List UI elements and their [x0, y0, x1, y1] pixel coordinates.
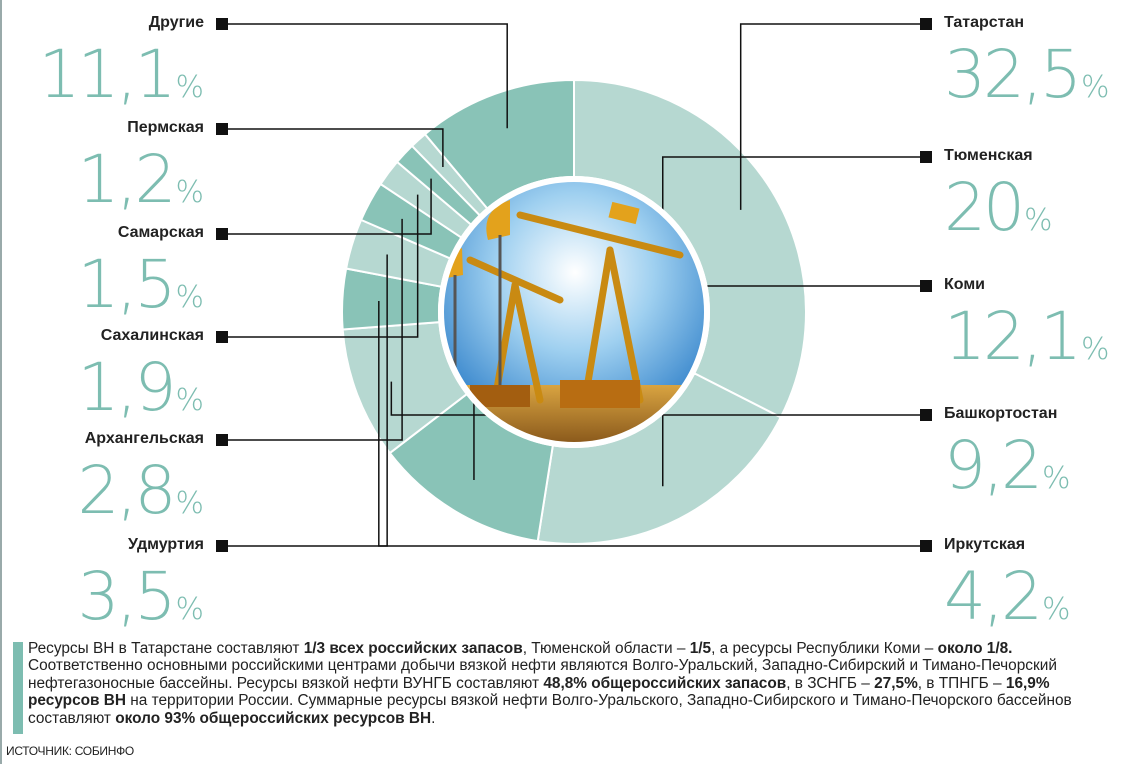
- legend-marker: [216, 434, 228, 446]
- slice-name-label: Сахалинская: [100, 327, 204, 344]
- slice-name-label: Коми: [944, 276, 985, 293]
- legend-marker: [216, 331, 228, 343]
- slice-value-label: 1,9%: [77, 349, 204, 426]
- leader-line: [228, 23, 508, 129]
- description-text: Ресурсы ВН в Татарстане составляют 1/3 в…: [28, 640, 1118, 727]
- legend-marker: [920, 18, 932, 30]
- leader-line: [228, 128, 444, 167]
- slice-name-label: Иркутская: [944, 536, 1026, 553]
- note-fragment: Ресурсы ВН в Татарстане составляют: [28, 640, 304, 657]
- left-border: [0, 0, 2, 764]
- leader-line: [228, 254, 388, 547]
- slice-name-label: Другие: [148, 14, 204, 31]
- note-accent-bar: [13, 642, 23, 734]
- note-fragment: около 1/8.: [937, 640, 1013, 657]
- legend-marker: [920, 540, 932, 552]
- note-fragment: , Тюменской области –: [522, 640, 690, 657]
- leader-line: [739, 23, 920, 210]
- slice-name-label: Самарская: [117, 224, 204, 241]
- slice-value-label: 1,5%: [77, 246, 204, 323]
- note-fragment: 48,8% общероссийских запасов: [543, 674, 787, 692]
- slice-value-label: 3,5%: [77, 558, 204, 635]
- slice-name-label: Тюменская: [944, 147, 1033, 164]
- slice-name-label: Пермская: [127, 119, 204, 136]
- slice-name-label: Татарстан: [944, 14, 1025, 31]
- legend-marker: [920, 280, 932, 292]
- legend-marker: [920, 151, 932, 163]
- legend-marker: [216, 540, 228, 552]
- legend-marker: [216, 18, 228, 30]
- slice-value-label: 4,2%: [944, 558, 1071, 635]
- slice-name-label: Архангельская: [84, 430, 204, 447]
- note-fragment: 16,9% ресурсов ВН: [28, 674, 1050, 710]
- slice-value-label: 12,1%: [944, 298, 1110, 375]
- slice-value-label: 2,8%: [77, 452, 204, 529]
- slice-value-label: 11,1%: [38, 36, 204, 113]
- donut-chart: [216, 18, 932, 552]
- note-fragment: , а ресурсы Республики Коми –: [711, 640, 938, 657]
- slice-name-label: Башкортостан: [944, 405, 1058, 422]
- leader-line: [228, 194, 419, 338]
- oil-pumps-photo: [441, 179, 707, 445]
- slice-value-label: 32,5%: [944, 36, 1110, 113]
- note-fragment: , в ЗСНГБ –: [786, 674, 875, 692]
- note-fragment: 1/5: [689, 640, 712, 657]
- leader-line: [390, 381, 920, 416]
- leader-line: [228, 218, 403, 441]
- note-fragment: на территории России. Суммарные ресурсы …: [28, 692, 1072, 727]
- leader-line: [228, 178, 432, 235]
- slice-value-label: 20%: [944, 169, 1053, 246]
- donut-slices: [341, 78, 807, 545]
- legend-marker: [216, 123, 228, 135]
- source-credit: ИСТОЧНИК: СОБИНФО: [6, 744, 134, 758]
- note-fragment: .: [431, 709, 436, 727]
- slice-value-label: 9,2%: [944, 427, 1071, 504]
- legend-marker: [920, 409, 932, 421]
- note-fragment: 27,5%: [874, 674, 918, 692]
- slice-value-label: 1,2%: [77, 141, 204, 218]
- note-fragment: Соответственно основными российскими цен…: [28, 657, 1057, 692]
- note-fragment: , в ТПНГБ –: [917, 674, 1006, 692]
- note-fragment: около 93% общероссийских ресурсов ВН: [115, 709, 432, 727]
- legend-marker: [216, 228, 228, 240]
- note-fragment: 1/3 всех российских запасов: [303, 640, 523, 657]
- slice-name-label: Удмуртия: [128, 536, 204, 553]
